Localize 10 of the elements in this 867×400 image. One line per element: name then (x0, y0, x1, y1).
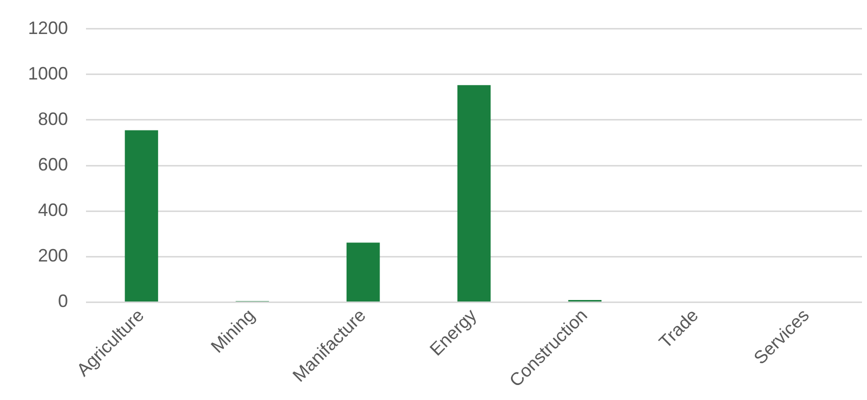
y-tick-label: 1200 (28, 18, 68, 38)
bar (346, 242, 380, 302)
y-tick-label: 800 (38, 108, 68, 129)
bar (457, 85, 491, 302)
y-tick-label: 400 (38, 200, 68, 220)
y-tick-label: 1000 (28, 63, 68, 84)
y-tick-label: 600 (38, 154, 68, 175)
bar (124, 130, 158, 302)
y-tick-label: 0 (58, 291, 68, 312)
y-tick-label: 200 (38, 246, 68, 266)
